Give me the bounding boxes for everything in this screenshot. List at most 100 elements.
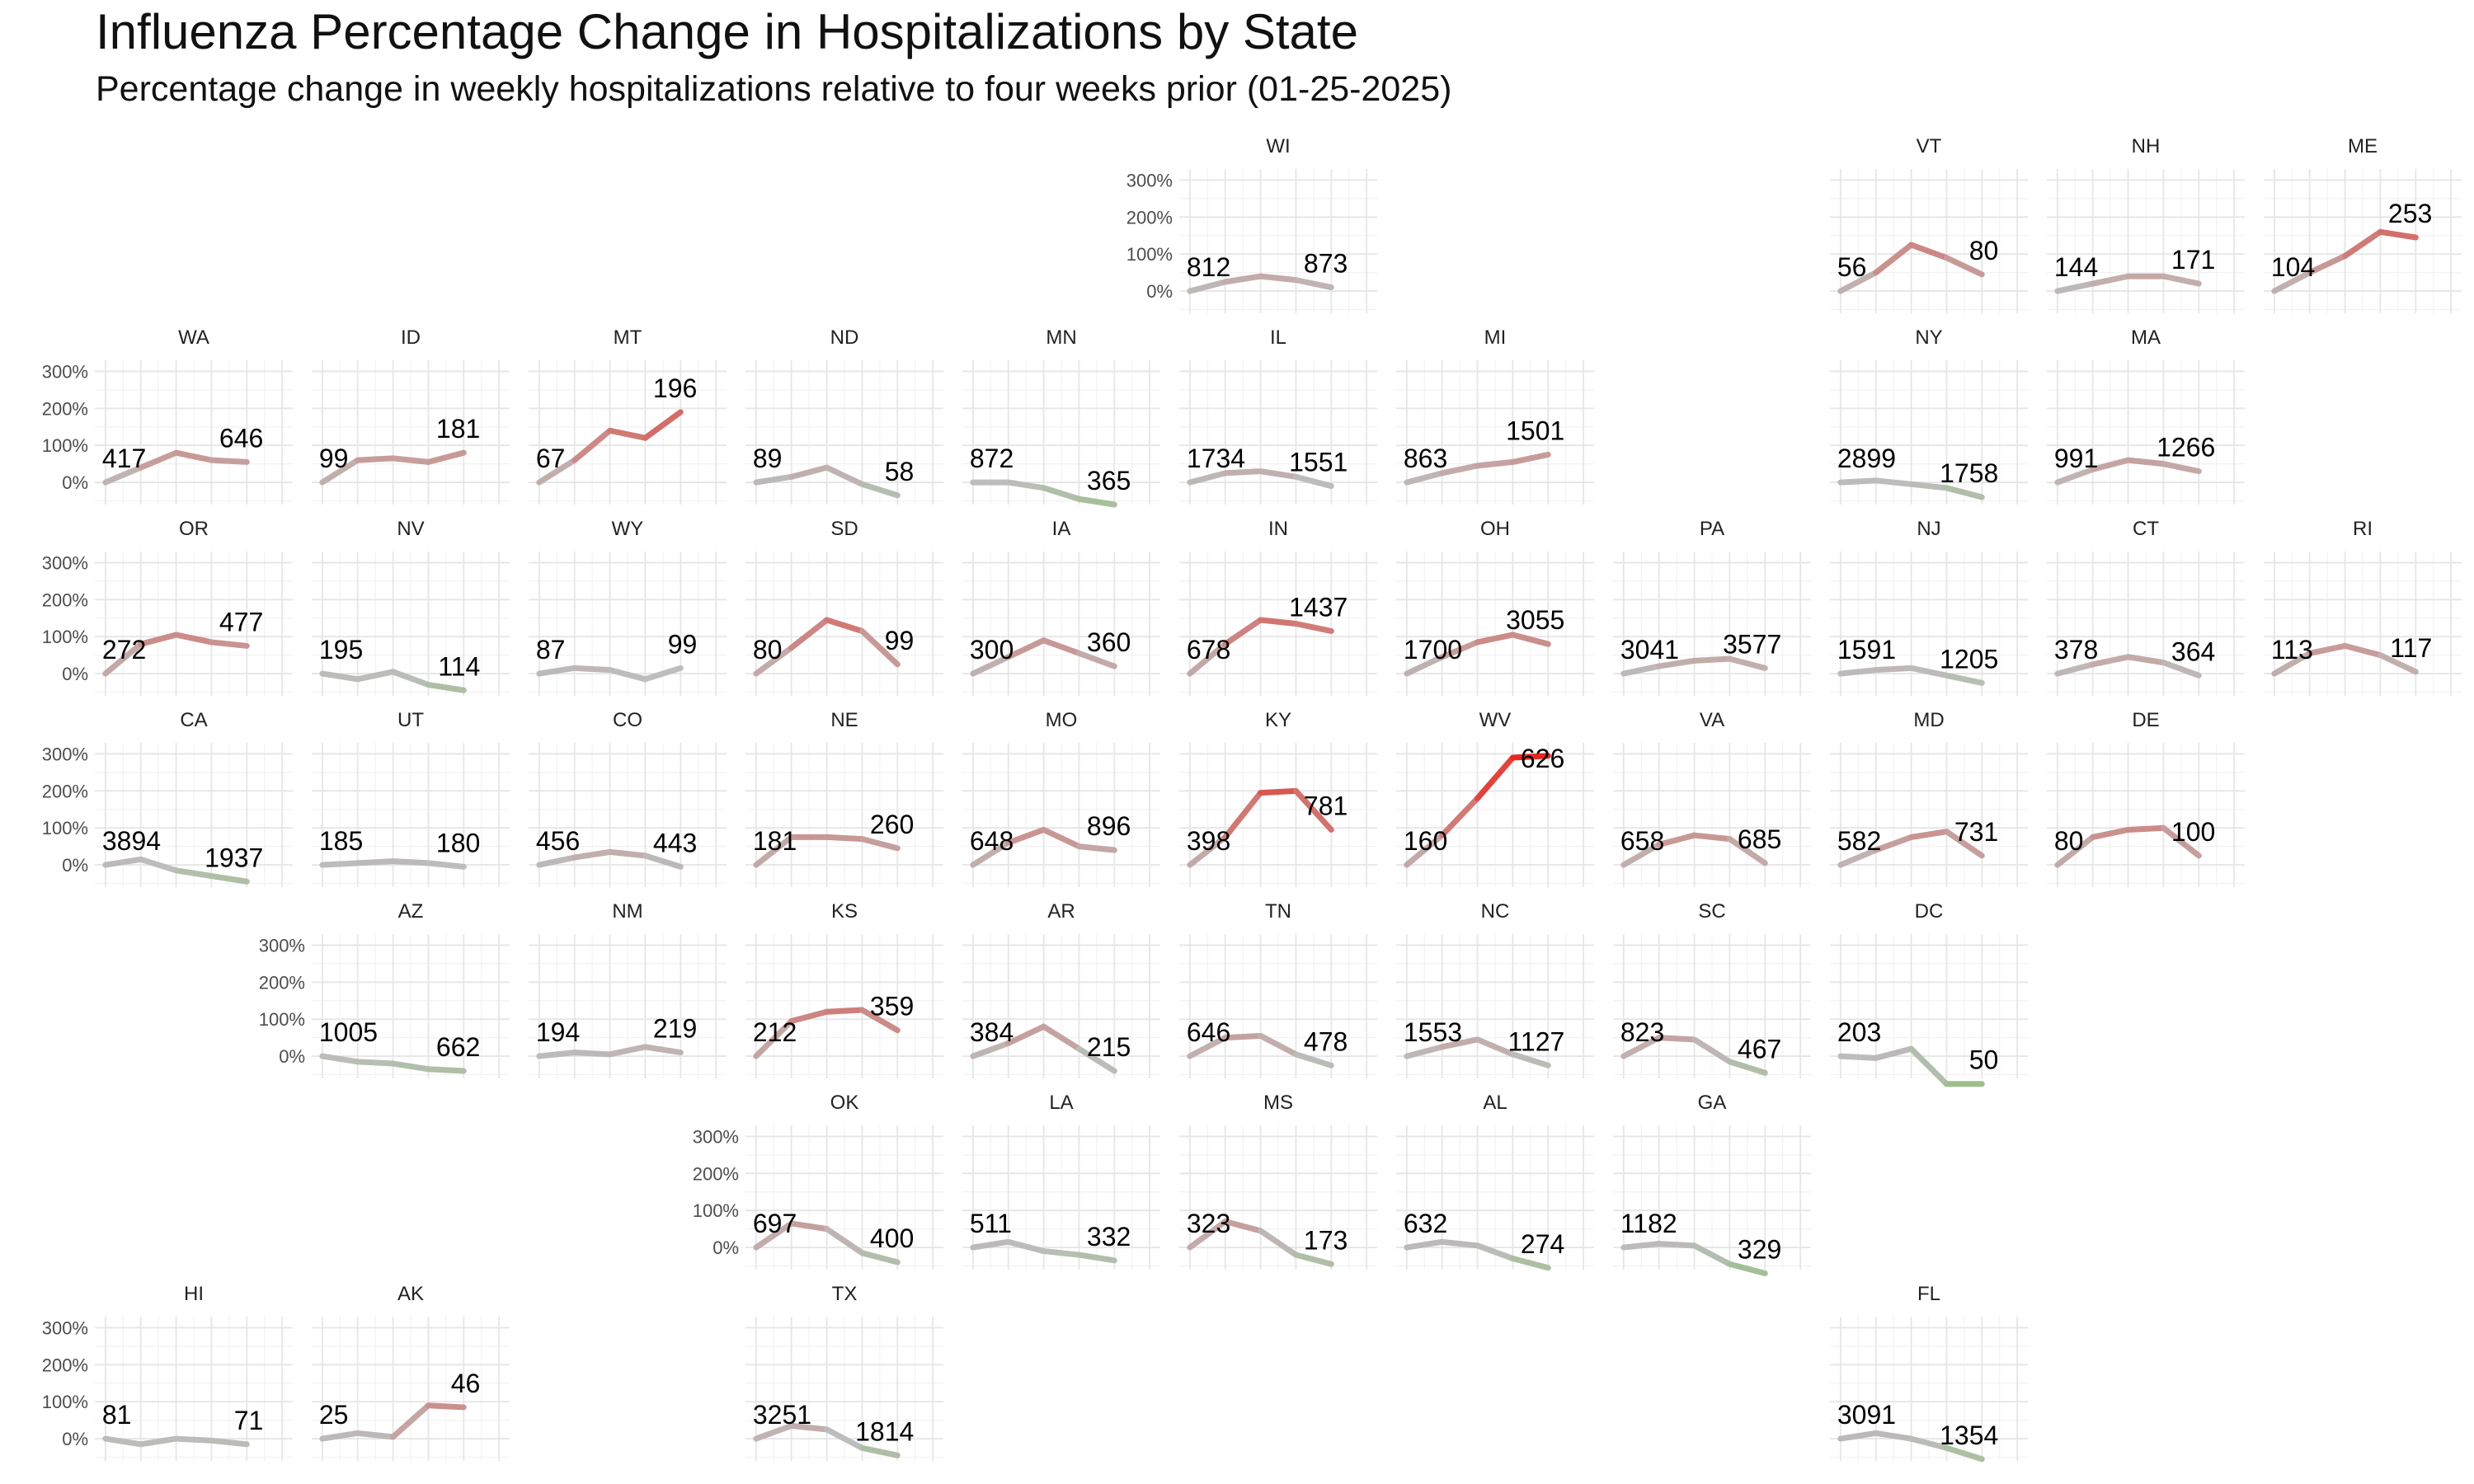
series-line-segment	[824, 617, 865, 634]
series-line-segment	[571, 427, 614, 463]
data-label-last: 253	[2388, 199, 2432, 228]
series-line-segment	[1005, 1023, 1047, 1046]
chart-subtitle: Percentage change in weekly hospitalizat…	[96, 69, 1452, 109]
facet-title: HI	[184, 1283, 204, 1305]
series-line-segment	[642, 409, 684, 441]
facet-title: NM	[612, 900, 642, 923]
data-label-first: 823	[1620, 1017, 1664, 1047]
facet-title: GA	[1698, 1092, 1727, 1114]
data-label-last: 1501	[1506, 416, 1564, 445]
data-label-first: 646	[1187, 1017, 1230, 1047]
facet-panel-nv: NV 195 114	[312, 518, 510, 696]
data-label-last: 662	[436, 1032, 480, 1062]
facet-title: ND	[830, 326, 859, 349]
series-line-segment	[319, 1430, 361, 1442]
y-tick-label: 100%	[693, 1200, 739, 1221]
facet-title: NH	[2132, 135, 2161, 157]
series-line-segment	[536, 457, 578, 486]
data-label-last: 181	[436, 414, 480, 444]
series-line-segment	[425, 682, 467, 693]
facet-title: WA	[178, 326, 209, 349]
facet-panel-va: VA 658 685	[1613, 709, 1811, 887]
chart-title: Influenza Percentage Change in Hospitali…	[96, 4, 1358, 59]
data-label-first: 67	[536, 444, 566, 473]
data-label-last: 781	[1304, 791, 1348, 820]
series-line-segment	[753, 473, 795, 486]
facet-panel-ky: KY 398 781	[1179, 709, 1377, 887]
series-line-segment	[1475, 1036, 1516, 1058]
series-line-segment	[390, 455, 431, 465]
data-label-last: 196	[653, 373, 697, 403]
series-line-segment	[824, 834, 865, 843]
series-line-segment	[970, 1040, 1012, 1059]
series-line-segment	[1837, 667, 1879, 677]
y-tick-label: 200%	[42, 1355, 88, 1375]
series-line-segment	[858, 1250, 901, 1266]
facet-title: PA	[1700, 518, 1724, 540]
facet-panel-mo: MO 648 896	[962, 709, 1160, 887]
series-line-segment	[1837, 270, 1879, 294]
data-label-last: 1758	[1940, 458, 1998, 488]
series-line-segment	[788, 1220, 830, 1233]
data-label-last: 646	[219, 423, 263, 453]
series-line-segment	[824, 1007, 865, 1015]
series-line-segment	[2307, 642, 2349, 656]
series-line-segment	[1656, 1241, 1698, 1249]
series-line-segment	[138, 449, 180, 471]
series-line-segment	[1005, 479, 1047, 491]
series-line-segment	[571, 1050, 614, 1058]
series-line-segment	[1873, 1430, 1915, 1442]
series-line-segment	[1187, 641, 1229, 677]
data-label-last: 219	[653, 1014, 697, 1044]
facet-panel-ms: MS 323 173	[1179, 1092, 1377, 1270]
facet-title: NC	[1481, 900, 1510, 923]
facet-panel-or: OR 0% 100% 200% 300% 272 477	[42, 518, 293, 696]
series-line-segment	[2054, 834, 2096, 868]
series-line-segment	[1222, 273, 1264, 285]
series-line-segment	[824, 1426, 865, 1451]
facet-panel-nm: NM 194 219	[529, 900, 727, 1078]
series-line-segment	[2160, 461, 2202, 475]
data-label-last: 731	[1954, 817, 1998, 847]
series-line-segment	[1258, 273, 1299, 284]
series-line-segment	[1873, 1045, 1915, 1061]
series-line-segment	[208, 639, 250, 649]
series-line-segment	[1620, 841, 1663, 868]
facet-title: MO	[1046, 709, 1078, 731]
series-line-segment	[858, 1444, 901, 1458]
facet-panel-az: AZ 0% 100% 200% 300% 1005 662	[259, 900, 510, 1078]
y-tick-label: 200%	[259, 972, 305, 993]
series-line-segment	[1222, 790, 1264, 840]
series-line-segment	[1404, 832, 1446, 868]
series-line-segment	[753, 1220, 795, 1251]
series-line-segment	[1475, 1242, 1516, 1262]
data-label-first: 1700	[1404, 635, 1462, 665]
data-label-last: 99	[668, 629, 698, 659]
series-line-segment	[2054, 280, 2096, 294]
data-label-first: 203	[1837, 1017, 1881, 1047]
series-line-segment	[2125, 654, 2166, 666]
facet-title: VA	[1700, 709, 1724, 731]
facet-title: MT	[614, 326, 642, 349]
series-line-segment	[2054, 661, 2096, 677]
series-line-segment	[1656, 1035, 1698, 1043]
y-tick-label: 200%	[1126, 207, 1173, 228]
data-label-first: 56	[1837, 252, 1867, 282]
data-label-first: 80	[2054, 826, 2084, 856]
series-line-segment	[571, 848, 614, 861]
y-tick-label: 200%	[42, 398, 88, 419]
series-line-segment	[1943, 829, 1985, 859]
data-label-last: 1354	[1940, 1421, 1998, 1450]
series-line-segment	[642, 852, 684, 870]
series-line-segment	[138, 856, 180, 874]
facet-title: TX	[832, 1283, 858, 1305]
y-tick-label: 0%	[1146, 281, 1173, 302]
facet-title: CO	[613, 709, 642, 731]
data-label-last: 100	[2171, 817, 2215, 847]
y-tick-label: 100%	[259, 1009, 305, 1030]
series-line-segment	[355, 669, 397, 683]
series-line-segment	[1222, 1219, 1264, 1234]
series-line-segment	[425, 860, 467, 870]
series-line-segment	[1258, 1032, 1299, 1058]
series-line-segment	[1292, 277, 1334, 291]
